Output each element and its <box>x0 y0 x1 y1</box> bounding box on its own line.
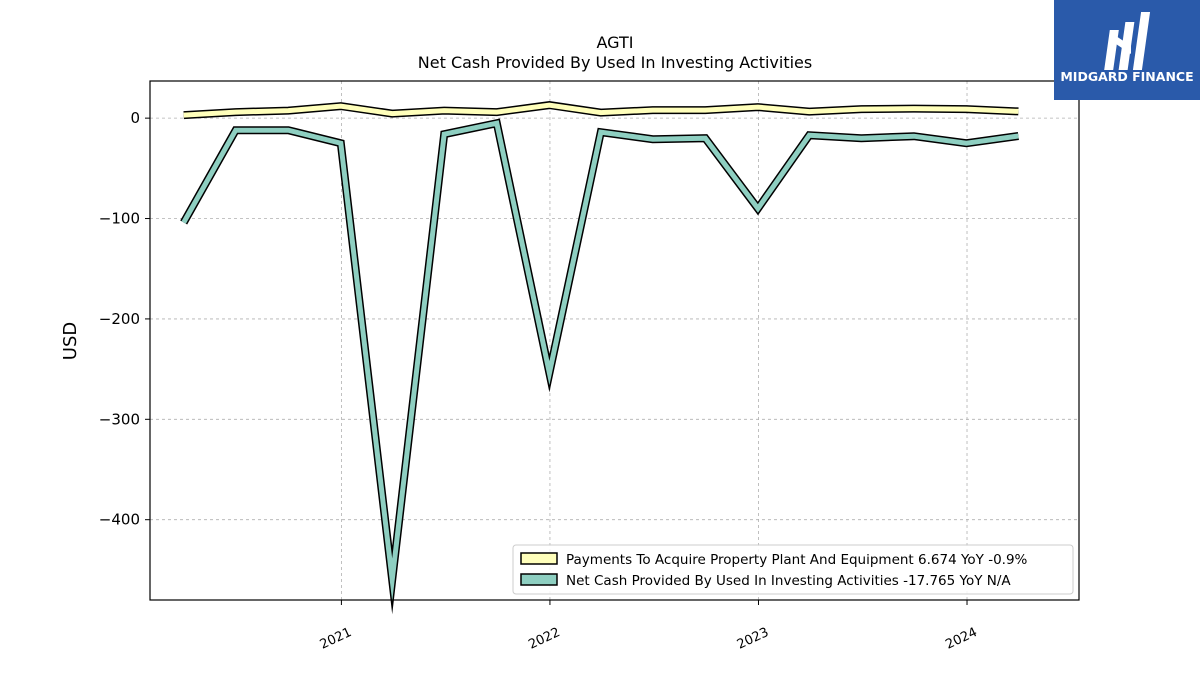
series-outline-1 <box>180 118 1019 615</box>
y-axis-label: USD <box>60 322 81 360</box>
y-tick-label: −100 <box>99 210 140 228</box>
legend-box <box>512 544 1074 595</box>
logo-mark-icon <box>1104 12 1151 70</box>
legend-label-net-cash: Net Cash Provided By Used In Investing A… <box>566 573 1011 589</box>
chart-subtitle: Net Cash Provided By Used In Investing A… <box>418 53 812 72</box>
legend-swatch-net-cash <box>520 573 558 586</box>
plot-frame <box>149 80 1080 601</box>
logo-text: MIDGARD FINANCE <box>1060 69 1193 84</box>
y-tick-label: −300 <box>99 410 140 428</box>
y-tick-label: −400 <box>99 511 140 529</box>
legend-swatch-payments <box>520 552 558 565</box>
legend: Payments To Acquire Property Plant And E… <box>512 544 1074 595</box>
x-tick-label: 2023 <box>735 625 771 653</box>
x-tick-label: 2024 <box>943 625 979 653</box>
series-line-1 <box>181 120 1019 602</box>
grid <box>150 81 1079 600</box>
y-tick-label: −200 <box>99 310 140 328</box>
logo: MIDGARD FINANCE <box>1054 0 1200 100</box>
series-line-0 <box>183 102 1019 118</box>
x-tick-label: 2021 <box>318 625 354 653</box>
ticks: 0 −100 −200 −300 −400 2021 2022 2023 2024 <box>99 109 980 652</box>
legend-label-payments: Payments To Acquire Property Plant And E… <box>566 552 1028 568</box>
y-tick-label: 0 <box>130 109 140 127</box>
series-group <box>180 101 1019 615</box>
x-tick-label: 2022 <box>526 625 562 653</box>
chart-title: AGTI <box>597 33 634 52</box>
